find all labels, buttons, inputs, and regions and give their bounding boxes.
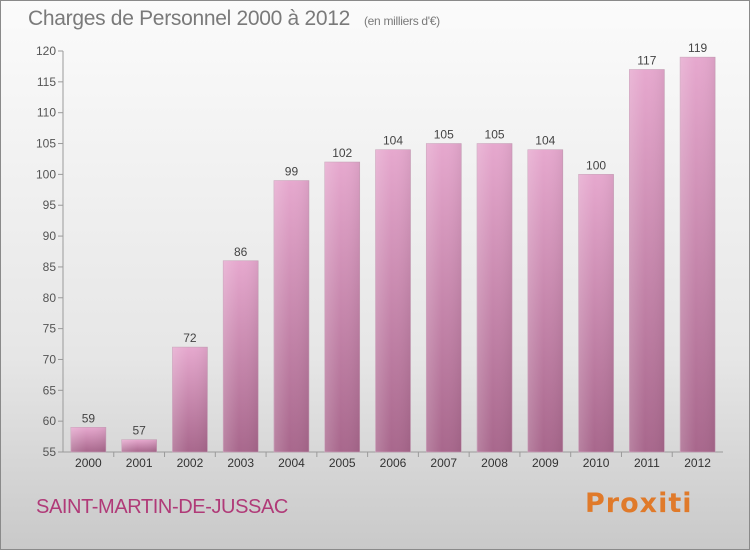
- y-tick-label: 115: [37, 75, 56, 89]
- y-tick-label: 55: [43, 445, 57, 459]
- data-label: 105: [485, 128, 505, 142]
- data-label: 117: [637, 54, 656, 68]
- data-label: 59: [82, 411, 96, 425]
- bar-shine-2004: [273, 180, 309, 453]
- x-tick-label: 2004: [278, 456, 305, 470]
- brand-logo: Proxiti: [585, 488, 693, 519]
- bar-shine-2010: [578, 174, 614, 452]
- bar-shine-2009: [527, 149, 563, 452]
- y-tick-label: 65: [43, 383, 57, 397]
- y-tick-label: 60: [43, 414, 57, 428]
- bar-shine-2002: [172, 347, 208, 452]
- y-tick-label: 80: [43, 291, 57, 305]
- chart-title: Charges de Personnel 2000 à 2012 (en mill…: [28, 7, 440, 31]
- commune-name: SAINT-MARTIN-DE-JUSSAC: [36, 496, 288, 518]
- data-label: 72: [183, 331, 197, 345]
- chart-title-text: Charges de Personnel 2000 à 2012: [28, 7, 350, 30]
- y-tick-label: 120: [36, 44, 56, 58]
- bar-shine-2000: [70, 427, 106, 452]
- bar-shine-2003: [223, 260, 259, 452]
- x-tick-label: 2001: [126, 456, 153, 470]
- bar-shine-2011: [629, 69, 665, 452]
- x-tick-label: 2006: [380, 456, 407, 470]
- x-tick-label: 2012: [684, 456, 711, 470]
- bar-shine-2008: [477, 143, 513, 453]
- y-tick-label: 75: [43, 322, 57, 336]
- y-tick-label: 110: [37, 106, 56, 120]
- x-tick-label: 2002: [177, 456, 204, 470]
- bars: [70, 56, 716, 453]
- y-tick-label: 105: [36, 137, 56, 151]
- x-tick-label: 2011: [634, 456, 660, 470]
- labels: 2000 59 2001 57 2002 72 2003 86 2004 99 2005 102 200…: [75, 41, 711, 470]
- x-tick-label: 2009: [532, 456, 559, 470]
- y-tick-label: 70: [43, 352, 57, 366]
- bar-shine-2007: [426, 143, 462, 453]
- x-tick-label: 2000: [75, 456, 102, 470]
- data-label: 119: [688, 41, 707, 55]
- chart-subtitle: (en milliers d'€): [363, 14, 440, 28]
- data-label: 86: [234, 245, 248, 259]
- y-tick-label: 100: [36, 167, 56, 181]
- bar-shine-2012: [680, 57, 716, 453]
- bar-shine-2006: [375, 149, 411, 452]
- data-label: 57: [132, 424, 146, 438]
- bar-shine-2001: [121, 439, 157, 452]
- data-label: 104: [383, 134, 403, 148]
- data-label: 105: [434, 128, 454, 142]
- y-tick-label: 95: [43, 198, 57, 212]
- y-tick-label: 85: [43, 260, 57, 274]
- data-label: 99: [285, 165, 299, 179]
- data-label: 104: [535, 134, 555, 148]
- y-tick-label: 90: [43, 229, 57, 243]
- x-tick-label: 2005: [329, 456, 356, 470]
- bar-shine-2005: [324, 162, 360, 453]
- x-tick-label: 2008: [481, 456, 508, 470]
- data-label: 100: [586, 158, 606, 172]
- x-tick-label: 2007: [430, 456, 457, 470]
- data-label: 102: [332, 146, 352, 160]
- x-tick-label: 2010: [583, 456, 610, 470]
- x-tick-label: 2003: [227, 456, 254, 470]
